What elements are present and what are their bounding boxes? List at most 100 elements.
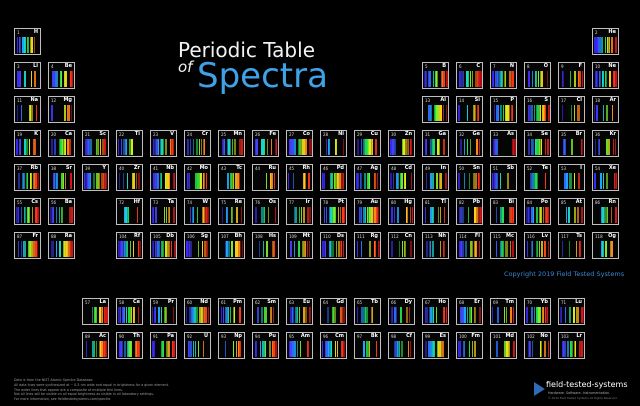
spectral-line: [534, 71, 536, 87]
spectral-line: [103, 173, 105, 189]
spectral-line: [103, 173, 106, 189]
spectral-line: [468, 173, 470, 189]
spectral-line: [234, 139, 236, 155]
spectral-line: [240, 207, 242, 223]
emission-spectrum: [220, 173, 243, 189]
spectral-line: [196, 139, 198, 155]
atomic-number: 36: [595, 132, 601, 137]
spectral-line: [476, 207, 478, 223]
spectral-line: [576, 105, 579, 121]
element-cell-at: 85 At: [558, 198, 585, 225]
spectral-line: [504, 341, 506, 357]
spectral-line: [162, 341, 165, 357]
spectral-line: [529, 71, 531, 87]
atomic-number: 59: [153, 300, 159, 305]
element-cell-co: 27 Co: [286, 130, 313, 157]
element-symbol: Pu: [268, 333, 276, 339]
spectral-line: [99, 341, 101, 357]
spectral-line: [70, 173, 73, 189]
element-cell-cl: 17 Cl: [558, 96, 585, 123]
emission-spectrum: [356, 173, 379, 189]
spectral-line: [340, 241, 342, 257]
spectral-line: [308, 241, 311, 257]
spectral-line: [70, 105, 72, 121]
spectral-line: [395, 139, 397, 155]
element-symbol: Md: [505, 333, 514, 339]
spectral-line: [444, 139, 446, 155]
spectral-line: [569, 173, 570, 189]
spectral-line: [371, 139, 374, 155]
spectral-line: [570, 105, 573, 121]
emission-spectrum: [560, 207, 584, 223]
element-symbol: Mo: [199, 165, 208, 171]
spectral-line: [139, 241, 141, 257]
spectral-line: [322, 241, 323, 257]
spectral-line: [356, 173, 358, 189]
spectral-line: [233, 307, 236, 323]
spectral-line: [235, 173, 237, 189]
spectral-line: [513, 341, 515, 357]
element-cell-ru: 44 Ru: [252, 164, 279, 191]
spectral-line: [502, 71, 504, 87]
spectral-line: [547, 71, 549, 87]
spectral-line: [124, 341, 126, 357]
spectral-line: [64, 139, 66, 155]
emission-spectrum: [220, 341, 243, 357]
spectral-line: [97, 139, 100, 155]
element-symbol: F: [578, 63, 582, 69]
atomic-number: 21: [85, 132, 91, 137]
spectral-line: [305, 241, 307, 257]
spectral-line: [398, 341, 400, 357]
spectral-line: [172, 139, 174, 155]
spectral-line: [336, 173, 338, 189]
emission-spectrum: [492, 105, 515, 121]
spectral-line: [228, 139, 230, 155]
atomic-number: 102: [527, 334, 535, 339]
element-cell-tm: 69 Tm: [490, 298, 517, 325]
spectral-line: [125, 207, 128, 223]
spectral-line: [239, 139, 241, 155]
spectral-line: [410, 241, 413, 257]
atomic-number: 55: [17, 200, 23, 205]
spectral-line: [123, 241, 125, 257]
atomic-number: 9: [561, 64, 564, 69]
spectral-line: [531, 71, 534, 87]
atomic-number: 82: [459, 200, 465, 205]
spectral-line: [222, 139, 224, 155]
spectral-line: [560, 307, 562, 323]
spectral-line: [406, 207, 408, 223]
spectral-line: [263, 207, 265, 223]
element-symbol: Cs: [31, 199, 38, 205]
element-symbol: Y: [102, 165, 106, 171]
emission-spectrum: [152, 139, 175, 155]
spectral-line: [326, 207, 327, 223]
spectral-line: [608, 139, 611, 155]
spectral-line: [497, 105, 499, 121]
element-cell-th: 90 Th: [116, 332, 143, 359]
spectral-line: [125, 139, 127, 155]
element-symbol: Lu: [575, 299, 582, 305]
element-cell-pd: 46 Pd: [320, 164, 347, 191]
spectral-line: [364, 173, 366, 189]
spectral-line: [196, 207, 198, 223]
atomic-number: 68: [459, 300, 465, 305]
atomic-number: 25: [221, 132, 227, 137]
element-symbol: Sc: [99, 131, 106, 137]
spectral-line: [505, 341, 508, 357]
spectral-line: [578, 71, 581, 87]
emission-spectrum: [118, 207, 141, 223]
spectral-line: [136, 207, 139, 223]
emission-spectrum: [594, 173, 618, 189]
spectral-line: [505, 71, 506, 87]
spectral-line: [368, 241, 370, 257]
spectral-line: [118, 173, 121, 189]
spectral-line: [374, 241, 376, 257]
spectral-line: [497, 71, 500, 87]
element-cell-na: 11 Na: [14, 96, 41, 123]
spectral-line: [459, 241, 462, 257]
spectral-line: [501, 207, 503, 223]
element-symbol: Ni: [338, 131, 344, 137]
spectral-line: [494, 71, 496, 87]
element-cell-cr: 24 Cr: [184, 130, 211, 157]
spectral-line: [86, 139, 88, 155]
